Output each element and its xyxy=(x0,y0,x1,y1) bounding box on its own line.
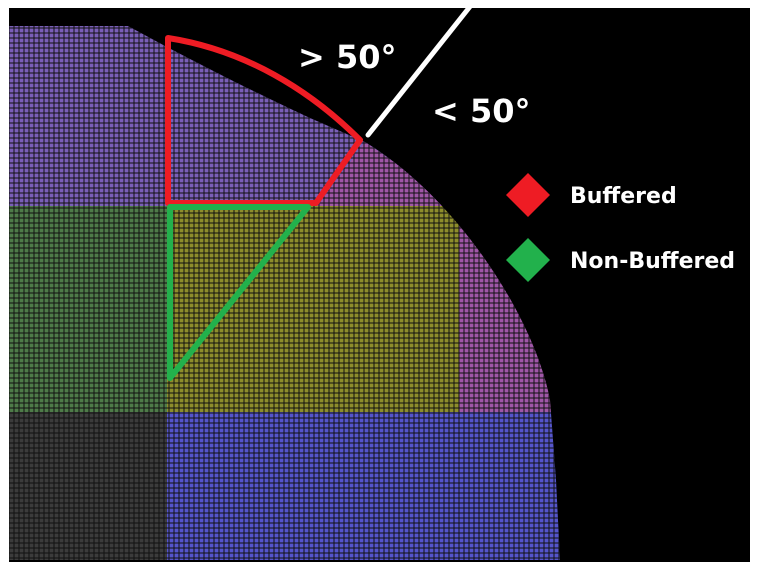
non-buffered-legend-label: Non-Buffered xyxy=(570,249,735,274)
non-buffered-legend-marker xyxy=(506,238,550,282)
angle-less-label: < 50° xyxy=(432,92,530,130)
non-buffered-region-outline xyxy=(167,204,311,381)
angle-boundary-line xyxy=(365,1,475,138)
buffered-region-outline xyxy=(165,35,363,206)
legend: Buffered Non-Buffered xyxy=(506,173,735,282)
buffered-legend-marker xyxy=(506,173,550,217)
region-group xyxy=(9,26,560,560)
angle-greater-label: > 50° xyxy=(298,38,396,76)
buffered-legend-label: Buffered xyxy=(570,184,677,209)
